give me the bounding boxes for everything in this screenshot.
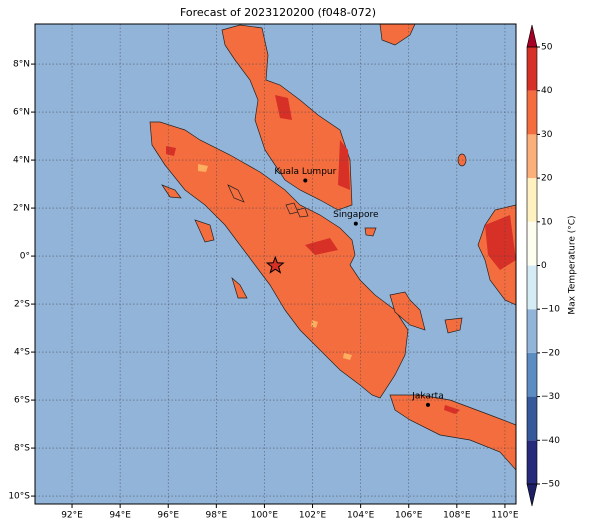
colorbar-tick-label: −50	[541, 480, 560, 490]
colorbar-under	[526, 483, 538, 507]
colorbar-tick-label: 20	[541, 174, 553, 184]
city-dot	[303, 178, 308, 183]
y-tick-label: 6°N	[13, 108, 30, 118]
x-tick-label: 102°E	[299, 511, 327, 521]
x-tick-label: 100°E	[251, 511, 279, 521]
y-tick-label: 6°S	[14, 396, 30, 406]
location-star	[265, 255, 285, 274]
city-label: Kuala Lumpur	[274, 167, 336, 177]
x-tick-label: 110°E	[491, 511, 519, 521]
colorbar-tick-label: −10	[541, 305, 560, 315]
colorbar-tick-label: 40	[541, 86, 553, 96]
colorbar-tick-label: 0	[541, 261, 547, 271]
y-tick-label: 4°S	[14, 348, 30, 358]
y-tick-label: 8°N	[13, 60, 30, 70]
x-tick-label: 104°E	[347, 511, 375, 521]
colorbar-segment	[527, 352, 537, 397]
colorbar-segment	[527, 396, 537, 441]
colorbar-tick-label: 10	[541, 217, 553, 227]
x-tick-label: 98°E	[206, 511, 228, 521]
colorbar-segment	[527, 440, 537, 484]
y-tick-label: 8°S	[14, 444, 30, 454]
x-tick-label: 108°E	[443, 511, 471, 521]
colorbar-segment	[527, 90, 537, 135]
colorbar-over	[526, 24, 538, 48]
x-tick-label: 106°E	[395, 511, 423, 521]
x-tick-label: 92°E	[61, 511, 83, 521]
city-label: Singapore	[333, 210, 379, 220]
land	[149, 23, 517, 471]
colorbar-tick-label: −20	[541, 348, 560, 358]
colorbar-tick-label: 30	[541, 130, 553, 140]
y-tick-label: 2°S	[14, 300, 30, 310]
y-tick-label: 4°N	[13, 156, 30, 166]
colorbar-segment	[527, 47, 537, 91]
map-frame	[34, 23, 517, 505]
y-tick-label: 10°S	[8, 492, 30, 502]
colorbar-tick-label: −40	[541, 436, 560, 446]
colorbar-tick-label: −30	[541, 392, 560, 402]
colorbar-segment	[527, 178, 537, 222]
colorbar-segment	[527, 309, 537, 353]
y-tick-label: 0°	[20, 252, 30, 262]
colorbar-segment	[527, 134, 537, 179]
colorbar-tick-label: 50	[541, 43, 553, 53]
y-tick-label: 2°N	[13, 204, 30, 214]
colorbar-segment	[527, 221, 537, 266]
x-tick-label: 94°E	[109, 511, 131, 521]
city-dot	[353, 221, 358, 226]
colorbar-segment	[527, 265, 537, 310]
city-dot	[425, 402, 430, 407]
title: Forecast of 2023120200 (f048-072)	[180, 6, 376, 19]
colorbar-label: Max Temperature (°C)	[568, 215, 578, 314]
x-tick-label: 96°E	[157, 511, 179, 521]
city-label: Jakarta	[411, 391, 443, 401]
